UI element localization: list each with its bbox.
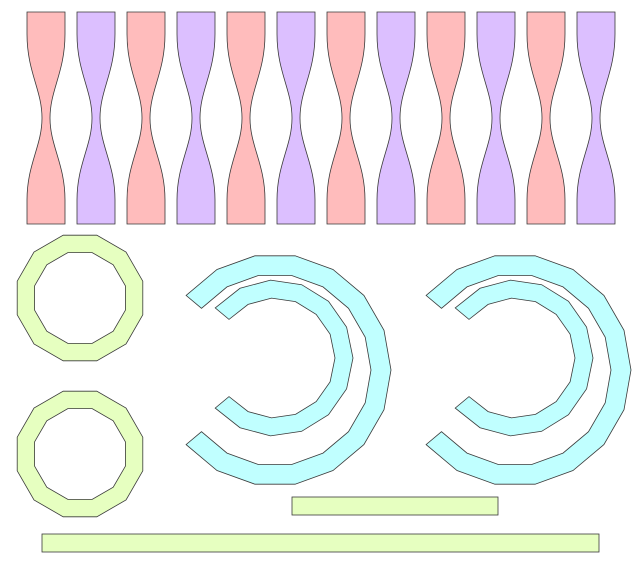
horizontal-bar bbox=[41, 533, 600, 553]
hourglass-strip bbox=[26, 11, 66, 225]
dodecagon-ring bbox=[16, 390, 144, 518]
horizontal-bar bbox=[291, 496, 499, 516]
dodecagon-ring-group bbox=[16, 234, 144, 518]
c-ring-group bbox=[185, 255, 632, 485]
hourglass-strip bbox=[226, 11, 266, 225]
hourglass-strip bbox=[126, 11, 166, 225]
c-ring bbox=[425, 255, 632, 485]
hourglass-strip bbox=[276, 11, 316, 225]
c-ring bbox=[185, 255, 392, 485]
hourglass-strip bbox=[176, 11, 216, 225]
hourglass-strip bbox=[76, 11, 116, 225]
dodecagon-ring bbox=[16, 234, 144, 362]
hourglass-strip bbox=[376, 11, 416, 225]
c-ring bbox=[454, 279, 594, 437]
hourglass-strip bbox=[476, 11, 516, 225]
c-ring bbox=[214, 279, 354, 437]
bar-group bbox=[41, 496, 600, 553]
hourglass-strip bbox=[526, 11, 566, 225]
hourglass-strip bbox=[326, 11, 366, 225]
hourglass-strip bbox=[576, 11, 616, 225]
hourglass-strip-group bbox=[26, 11, 616, 225]
hourglass-strip bbox=[426, 11, 466, 225]
